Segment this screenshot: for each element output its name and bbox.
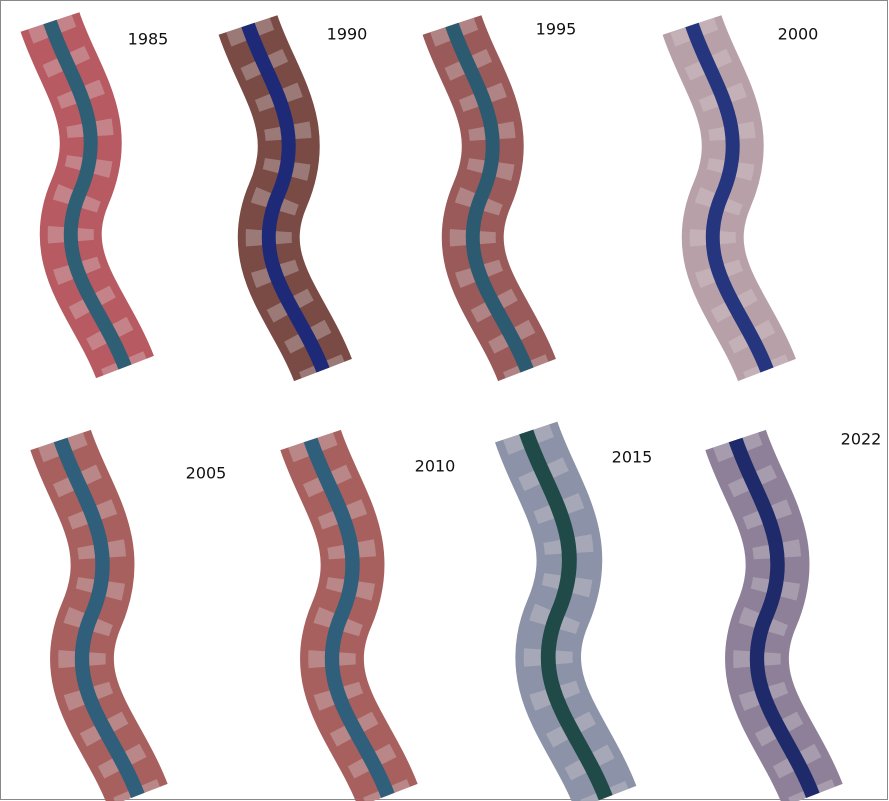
year-label: 2000 bbox=[778, 25, 819, 44]
year-label: 1985 bbox=[128, 30, 169, 49]
year-label: 2015 bbox=[612, 448, 653, 467]
year-label: 2005 bbox=[186, 464, 227, 483]
year-label: 1995 bbox=[536, 20, 577, 39]
year-label: 2010 bbox=[415, 457, 456, 476]
year-label: 2022 bbox=[841, 430, 882, 449]
page: 1985 1990 1995 2000 2005 2010 2015 2022 … bbox=[0, 0, 889, 801]
year-label: 1990 bbox=[327, 25, 368, 44]
figure: 1985 1990 1995 2000 2005 2010 2015 2022 bbox=[0, 0, 889, 801]
